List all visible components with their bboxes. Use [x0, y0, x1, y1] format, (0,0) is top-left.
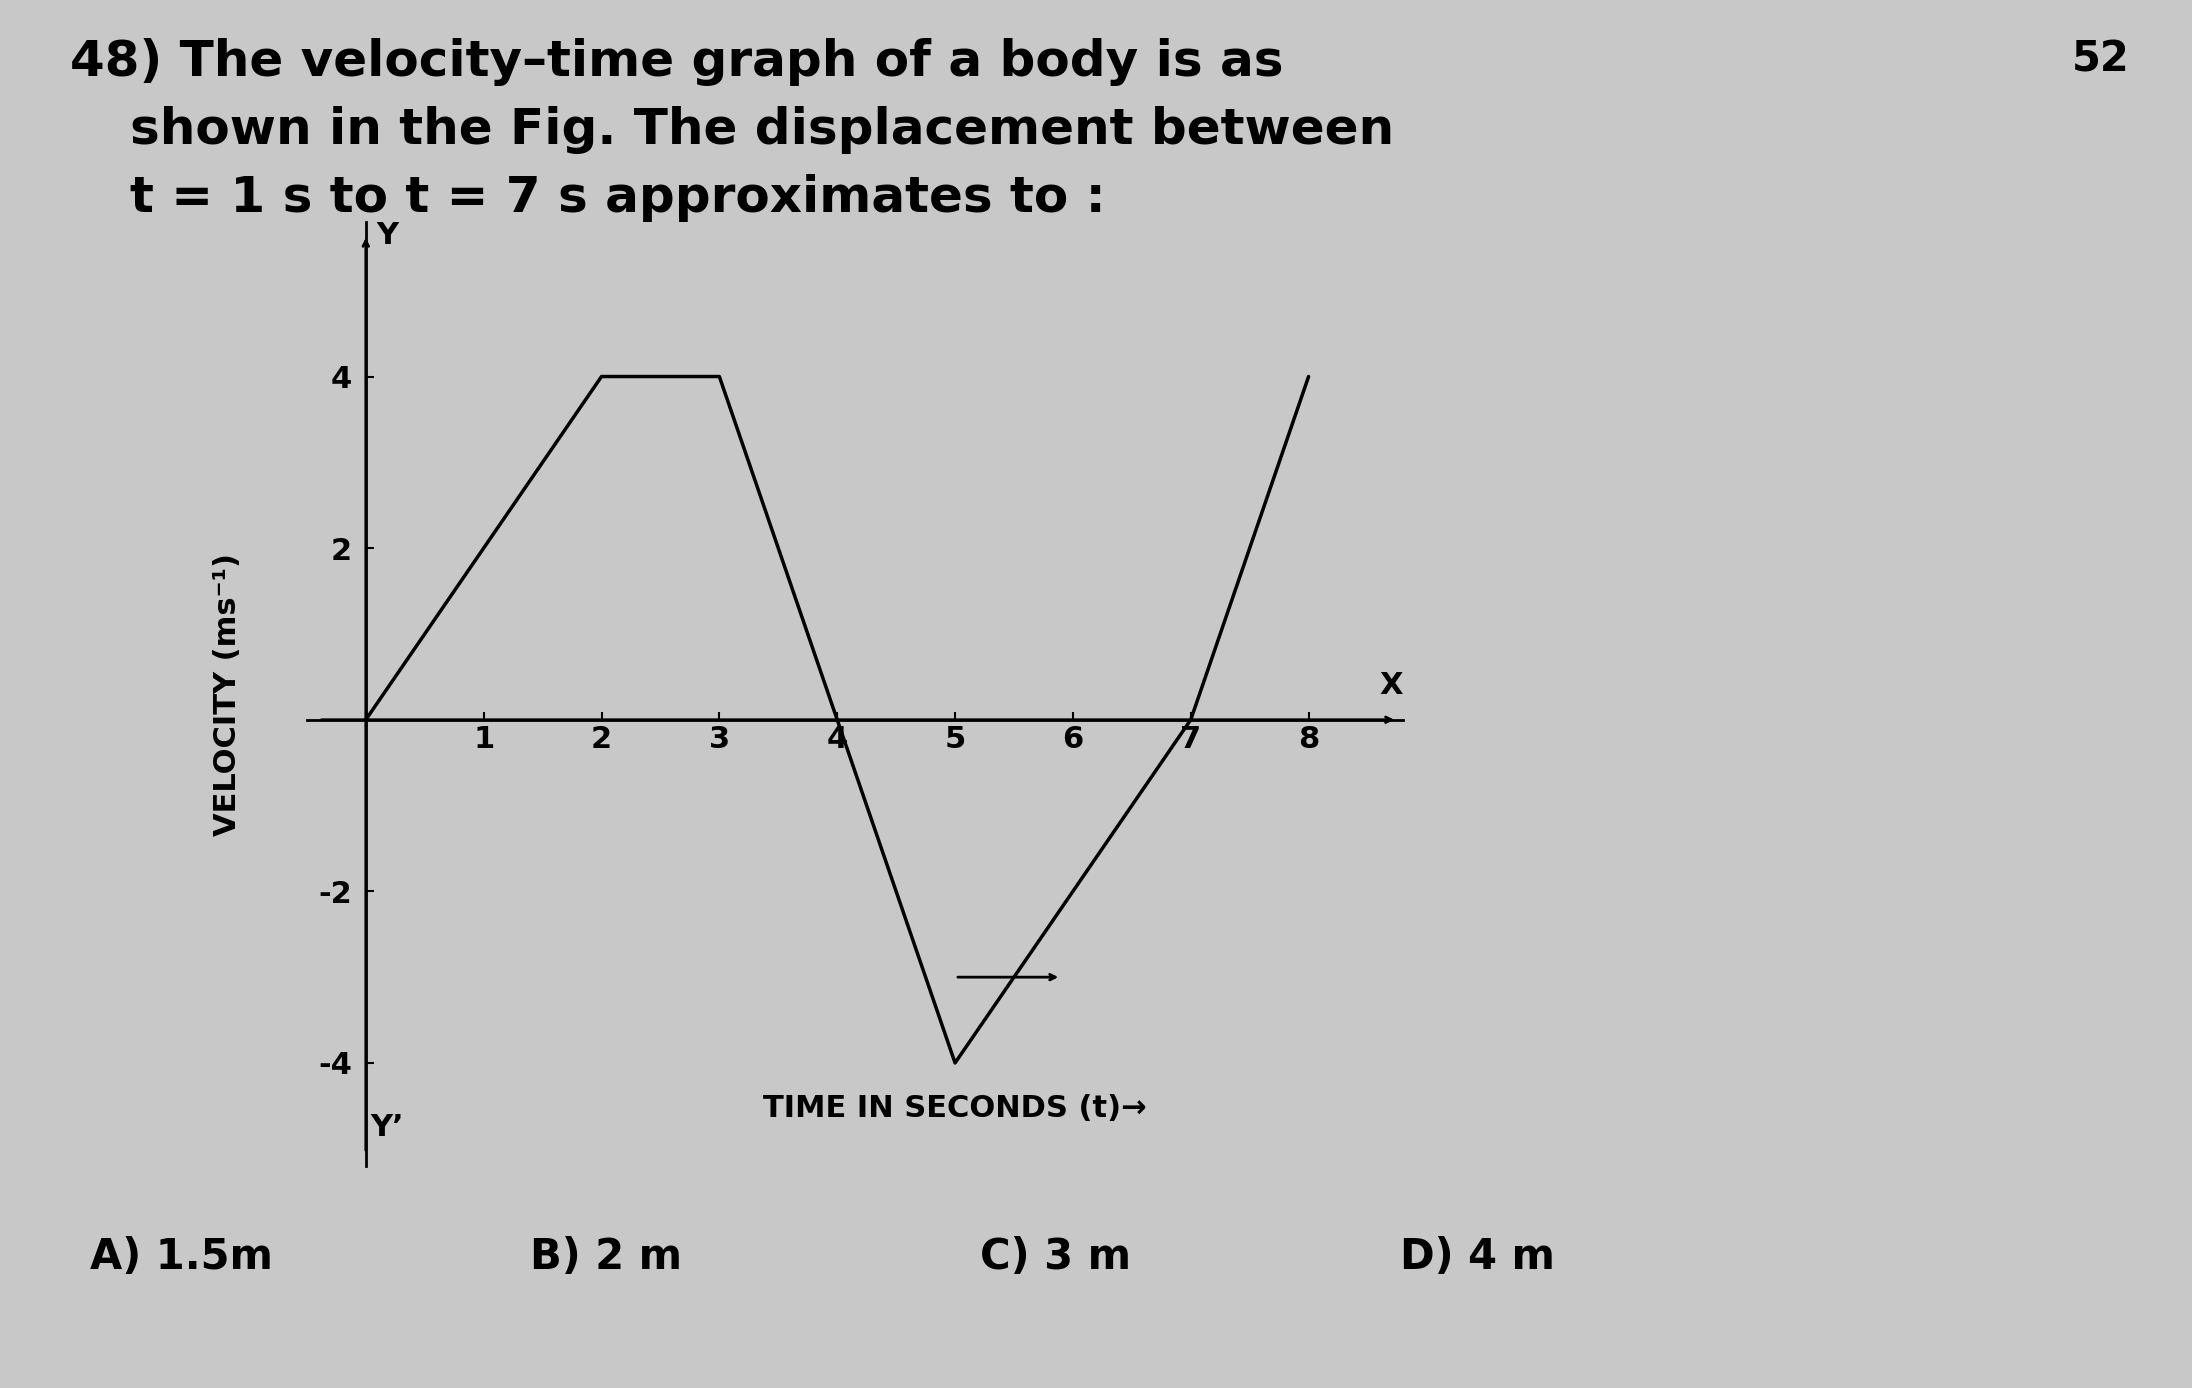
Text: A) 1.5m: A) 1.5m	[90, 1235, 272, 1278]
Text: TIME IN SECONDS (t)→: TIME IN SECONDS (t)→	[763, 1094, 1146, 1123]
Text: C) 3 m: C) 3 m	[980, 1235, 1131, 1278]
Text: 48) The velocity–time graph of a body is as: 48) The velocity–time graph of a body is…	[70, 37, 1285, 86]
Y-axis label: VELOCITY (ms⁻¹): VELOCITY (ms⁻¹)	[213, 552, 241, 836]
Text: Y’: Y’	[370, 1113, 403, 1142]
Text: B) 2 m: B) 2 m	[530, 1235, 682, 1278]
Text: shown in the Fig. The displacement between: shown in the Fig. The displacement betwe…	[129, 105, 1394, 154]
Text: Y: Y	[377, 221, 399, 250]
Text: D) 4 m: D) 4 m	[1401, 1235, 1554, 1278]
Text: 52: 52	[2071, 37, 2131, 81]
Text: t = 1 s to t = 7 s approximates to :: t = 1 s to t = 7 s approximates to :	[129, 174, 1105, 222]
Text: X: X	[1379, 670, 1403, 700]
